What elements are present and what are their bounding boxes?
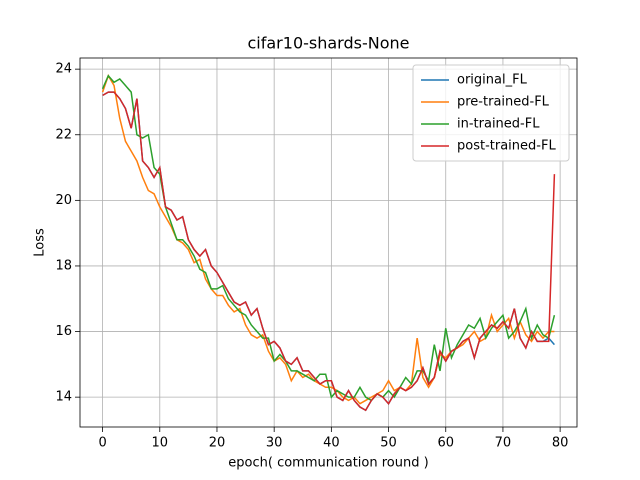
x-tick-label: 10 — [152, 436, 169, 451]
y-tick-label: 16 — [55, 324, 72, 339]
x-tick-label: 70 — [495, 436, 512, 451]
legend-label: post-trained-FL — [457, 139, 556, 154]
series-line — [101, 74, 556, 402]
y-tick-label: 24 — [55, 62, 72, 77]
chart-title: cifar10-shards-None — [248, 34, 410, 53]
legend-label: pre-trained-FL — [457, 95, 550, 110]
legend-label: original_FL — [457, 73, 528, 88]
x-tick-label: 80 — [552, 436, 569, 451]
plot-frame — [79, 57, 578, 428]
x-tick-label: 40 — [323, 436, 340, 451]
y-tick-label: 18 — [55, 258, 72, 273]
x-tick-label: 50 — [380, 436, 397, 451]
x-tick-label: 30 — [266, 436, 283, 451]
series-line — [102, 91, 556, 412]
legend-label: in-trained-FL — [457, 117, 540, 132]
x-tick-label: 0 — [98, 436, 106, 451]
legend-box — [412, 64, 570, 162]
x-tick-label: 60 — [437, 436, 454, 451]
y-tick-label: 20 — [55, 193, 72, 208]
x-tick-label: 20 — [209, 436, 226, 451]
x-axis-label: epoch( communication round ) — [228, 456, 428, 471]
y-tick-label: 22 — [55, 127, 72, 142]
y-axis-label: Loss — [33, 228, 48, 257]
y-tick-label: 14 — [55, 390, 72, 405]
